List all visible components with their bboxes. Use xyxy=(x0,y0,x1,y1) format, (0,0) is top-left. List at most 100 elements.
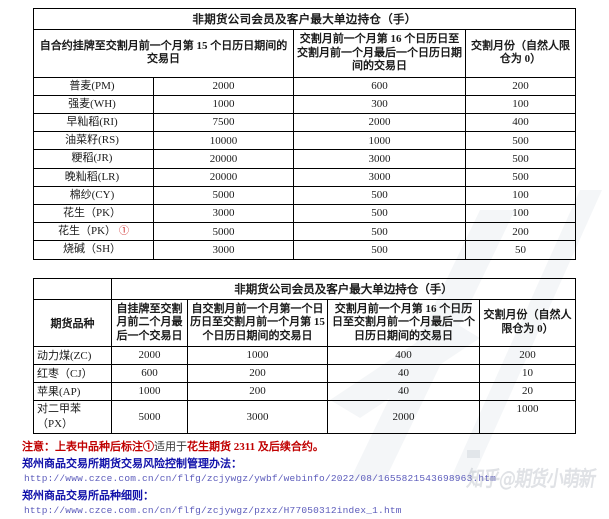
table-two-value-c3: 2000 xyxy=(327,400,480,435)
table-one-value-c2: 600 xyxy=(293,76,466,96)
table-one-product-name: 早籼稻(RI) xyxy=(33,112,154,133)
product-detail-rules-url[interactable]: http://www.czce.com.cn/cn/flfg/zcjywgz/p… xyxy=(24,505,402,517)
table-one-header-col2: 交割月前一个月第 16 个日历日至交割月前一个月最后一个日历日期间的交易日 xyxy=(293,29,466,78)
table-row: 红枣（CJ） 600 200 40 10 xyxy=(33,364,576,384)
footer-notes: 注意：上表中品种后标注①适用于花生期货 2311 及后续合约。 郑州商品交易所期… xyxy=(22,440,609,519)
table-one-value-c1: 3000 xyxy=(153,240,294,260)
table-row: 早籼稻(RI) 7500 2000 400 xyxy=(33,112,577,133)
position-limit-table-secondary: 非期货公司会员及客户最大单边持仓（手） 期货品种 自挂牌至交割月前二个月最后一个… xyxy=(33,277,576,435)
table-two-value-c2: 3000 xyxy=(187,400,328,435)
table-two-header-col4: 交割月份（自然人限仓为 0） xyxy=(479,298,576,348)
table-two-value-c2: 1000 xyxy=(187,346,328,366)
table-row: 粳稻(JR) 20000 3000 500 xyxy=(33,149,577,169)
table-one-value-c3: 200 xyxy=(464,222,577,242)
footnote-marker: ① xyxy=(119,226,130,238)
table-two-rowhead-label: 期货品种 xyxy=(33,298,112,348)
table-one-value-c1: 20000 xyxy=(153,167,294,187)
table-one-product-name: 花生（PK） ① xyxy=(33,222,154,242)
table-one-value-c2: 3000 xyxy=(293,167,466,187)
table-two-product-name: 苹果(AP) xyxy=(33,382,112,402)
table-row: 对二甲苯（PX） 5000 3000 2000 1000 xyxy=(33,400,576,435)
table-one-value-c3: 50 xyxy=(464,240,577,260)
table-one-product-name: 强麦(WH) xyxy=(33,94,154,114)
table-two-title-row: 非期货公司会员及客户最大单边持仓（手） xyxy=(33,277,576,300)
table-row: 晚籼稻(LR) 20000 3000 500 xyxy=(33,167,577,187)
table-one-value-c3: 100 xyxy=(464,203,577,224)
table-two-value-c3: 40 xyxy=(327,382,480,402)
table-row: 花生（PK） ① 5000 500 200 xyxy=(33,222,577,242)
table-one-value-c2: 500 xyxy=(293,222,466,242)
risk-control-rules-title: 郑州商品交易所期货交易风险控制管理办法： xyxy=(22,457,242,470)
footnote-marker-inline: ① xyxy=(143,441,154,454)
table-row: 棉纱(CY) 5000 500 100 xyxy=(33,185,577,205)
table-two-value-c4: 20 xyxy=(479,382,576,402)
table-two-header-row: 期货品种 自挂牌至交割月前二个月最后一个交易日 自交割月前一个月第一个日历日至交… xyxy=(33,298,576,348)
table-one-value-c3: 500 xyxy=(464,167,577,187)
table-two-value-c1: 1000 xyxy=(111,382,188,402)
footnote-prefix: 注意：上表中品种后标注 xyxy=(22,441,143,454)
table-two-corner-cell xyxy=(33,277,112,300)
product-detail-rules-title: 郑州商品交易所品种细则： xyxy=(22,489,154,502)
table-one-value-c1: 2000 xyxy=(153,76,294,96)
table-two-value-c3: 400 xyxy=(327,346,480,366)
table-two-value-c4: 10 xyxy=(479,364,576,384)
table-one-value-c2: 2000 xyxy=(293,112,466,133)
table-row: 普麦(PM) 2000 600 200 xyxy=(33,76,577,96)
table-two-value-c4: 1000 xyxy=(479,400,576,435)
table-one-value-c3: 100 xyxy=(464,94,577,114)
table-one-value-c3: 500 xyxy=(464,131,577,151)
table-one-value-c3: 200 xyxy=(464,76,577,96)
table-one-header-col3: 交割月份（自然人限仓为 0） xyxy=(464,29,577,78)
footnote-middle: 适用于 xyxy=(154,441,187,454)
table-two-value-c3: 40 xyxy=(327,364,480,384)
table-two-value-c4: 200 xyxy=(479,346,576,366)
table-one-product-name: 烧碱（SH） xyxy=(33,240,154,260)
table-two-header-col2: 自交割月前一个月第一个日历日至交割月前一个月第 15 个日历日期间的交易日 xyxy=(187,298,328,348)
table-one-value-c2: 500 xyxy=(293,240,466,260)
table-one-value-c2: 500 xyxy=(293,185,466,205)
table-one-header-col1: 自合约挂牌至交割月前一个月第 15 个日历日期间的交易日 xyxy=(33,29,294,78)
table-one-value-c1: 10000 xyxy=(153,131,294,151)
table-two-product-name: 红枣（CJ） xyxy=(33,364,112,384)
table-one-value-c2: 3000 xyxy=(293,149,466,169)
footnote-suffix: 花生期货 2311 及后续合约。 xyxy=(187,441,324,454)
position-limit-table-primary: 非期货公司会员及客户最大单边持仓（手） 自合约挂牌至交割月前一个月第 15 个日… xyxy=(32,8,577,260)
table-two-header-col1: 自挂牌至交割月前二个月最后一个交易日 xyxy=(111,298,188,348)
table-one-product-name: 花生（PK） xyxy=(33,203,154,224)
footnote-text: 注意：上表中品种后标注①适用于花生期货 2311 及后续合约。 xyxy=(22,440,609,455)
table-two-value-c1: 5000 xyxy=(111,400,188,435)
table-one-value-c1: 5000 xyxy=(153,222,294,242)
table-two-value-c2: 200 xyxy=(187,364,328,384)
table-row: 烧碱（SH） 3000 500 50 xyxy=(33,240,577,260)
table-one-product-name: 普麦(PM) xyxy=(33,76,154,96)
table-one-product-name: 晚籼稻(LR) xyxy=(33,167,154,187)
table-one-value-c2: 1000 xyxy=(293,131,466,151)
table-one-value-c3: 100 xyxy=(464,185,577,205)
table-row: 油菜籽(RS) 10000 1000 500 xyxy=(33,131,577,151)
risk-control-rules-url[interactable]: http://www.czce.com.cn/cn/flfg/zcjywgz/y… xyxy=(24,473,497,485)
table-row: 苹果(AP) 1000 200 40 20 xyxy=(33,382,576,402)
table-one-value-c1: 20000 xyxy=(153,149,294,169)
table-two-product-name: 动力煤(ZC) xyxy=(33,346,112,366)
table-one-header-row: 自合约挂牌至交割月前一个月第 15 个日历日期间的交易日 交割月前一个月第 16… xyxy=(33,29,577,78)
table-row: 强麦(WH) 1000 300 100 xyxy=(33,94,577,114)
table-two-value-c2: 200 xyxy=(187,382,328,402)
table-row: 花生（PK） 3000 500 100 xyxy=(33,203,577,224)
table-one-title-row: 非期货公司会员及客户最大单边持仓（手） xyxy=(32,8,577,30)
table-one-value-c1: 7500 xyxy=(153,112,294,133)
table-one-value-c2: 300 xyxy=(293,94,466,114)
table-one-title: 非期货公司会员及客户最大单边持仓（手） xyxy=(32,8,577,30)
table-one-value-c1: 1000 xyxy=(153,94,294,114)
table-one-value-c2: 500 xyxy=(293,203,466,224)
table-two-title: 非期货公司会员及客户最大单边持仓（手） xyxy=(111,277,576,300)
table-one-value-c1: 5000 xyxy=(153,185,294,205)
table-two-value-c1: 600 xyxy=(111,364,188,384)
table-two-header-col3: 交割月前一个月第 16 个日历日至交割月前一个月最后一个日历日期间的交易日 xyxy=(327,298,480,348)
table-one-product-name: 棉纱(CY) xyxy=(33,185,154,205)
table-one-value-c1: 3000 xyxy=(153,203,294,224)
table-two-value-c1: 2000 xyxy=(111,346,188,366)
table-row: 动力煤(ZC) 2000 1000 400 200 xyxy=(33,346,576,366)
table-one-value-c3: 500 xyxy=(464,149,577,169)
table-one-value-c3: 400 xyxy=(464,112,577,133)
